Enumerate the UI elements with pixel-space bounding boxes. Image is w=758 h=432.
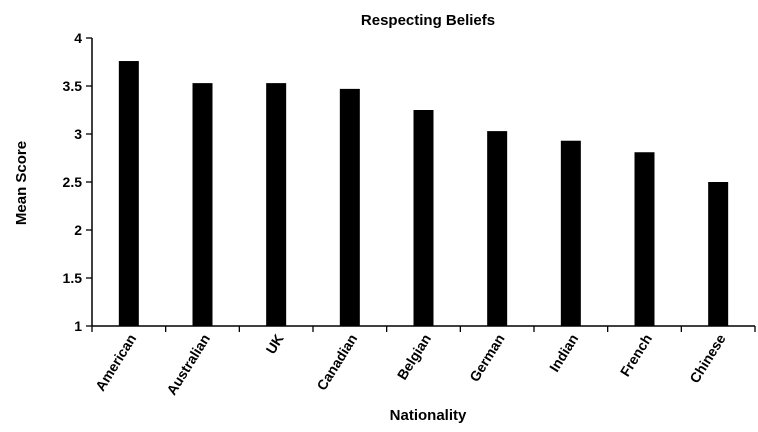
bar-american xyxy=(118,61,139,326)
bars xyxy=(118,61,729,327)
x-tick-label: Indian xyxy=(546,331,581,374)
bar-uk xyxy=(266,83,287,327)
tick-labels: 1 1.5 2 2.5 3 3.5 4 American Australian UK Canadia… xyxy=(63,30,729,398)
x-tick-label: American xyxy=(92,331,139,394)
y-tick-label: 3 xyxy=(74,126,82,142)
x-tick-label: French xyxy=(617,331,655,379)
y-tick-label: 2 xyxy=(74,222,82,238)
bar-french xyxy=(634,152,655,326)
x-tick-label: Australian xyxy=(163,331,213,398)
bar-australian xyxy=(192,83,213,327)
x-tick-label: Belgian xyxy=(394,331,434,382)
bar-canadian xyxy=(339,88,360,326)
x-axis-label: Nationality xyxy=(390,407,467,424)
y-tick-label: 3.5 xyxy=(63,78,83,94)
bar-belgian xyxy=(413,110,434,326)
y-tick-label: 1 xyxy=(74,318,82,334)
bar-chinese xyxy=(708,182,729,326)
y-tick-label: 1.5 xyxy=(63,270,83,286)
y-tick-label: 4 xyxy=(74,30,82,46)
y-tick-label: 2.5 xyxy=(63,174,83,190)
y-axis-label: Mean Score xyxy=(13,141,30,225)
x-tick-label: Chinese xyxy=(686,331,729,386)
chart-title: Respecting Beliefs xyxy=(361,12,495,29)
bar-indian xyxy=(560,140,581,326)
x-tick-label: UK xyxy=(262,331,286,357)
x-tick-label: Canadian xyxy=(313,331,360,393)
bar-german xyxy=(487,131,508,326)
x-tick-label: German xyxy=(466,331,508,384)
